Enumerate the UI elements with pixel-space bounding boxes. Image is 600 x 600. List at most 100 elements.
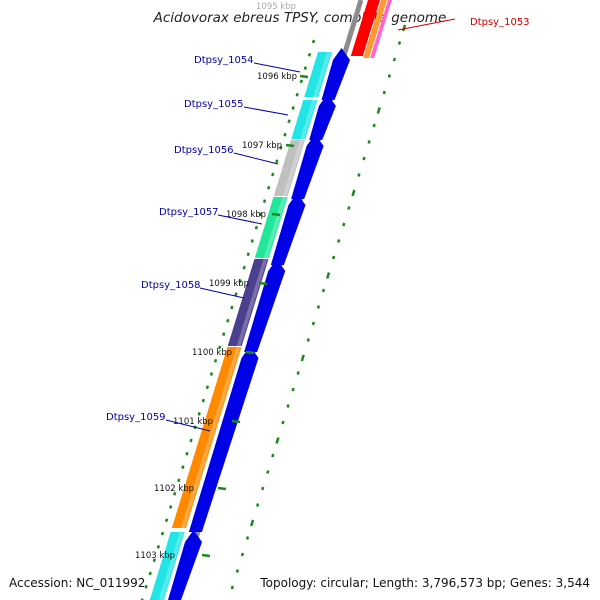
- cds-arrow: [188, 346, 259, 532]
- tick-mark: [217, 345, 222, 350]
- gene-dtpsy-1053: [350, 0, 392, 58]
- tick-mark: [303, 66, 308, 70]
- tick-mark: [281, 420, 285, 425]
- tick-mark: [173, 491, 177, 496]
- tick-mark: [325, 272, 331, 279]
- tick-mark: [351, 189, 356, 197]
- cds-arrow: [291, 134, 324, 199]
- kbp-tick: [201, 553, 211, 558]
- tick-mark: [205, 385, 210, 390]
- inner-tick-marks: [140, 39, 316, 600]
- gene-leader-line: [397, 18, 456, 31]
- gene-labels: Dtpsy_1053 Dtpsy_1054 Dtpsy_1055 Dtpsy_1056…: [106, 17, 530, 432]
- tick-mark: [254, 225, 259, 230]
- kbp-label: 1100 kbp: [192, 348, 232, 358]
- gene-label: Dtpsy_1056: [174, 145, 234, 156]
- tick-mark: [342, 222, 346, 227]
- cog-segment: [291, 100, 318, 139]
- tick-mark: [222, 332, 226, 336]
- tick-mark: [240, 552, 245, 557]
- gene-leader-line: [217, 214, 263, 225]
- tick-mark: [226, 318, 230, 323]
- tick-mark: [234, 292, 238, 297]
- tick-mark: [362, 156, 366, 161]
- tick-mark: [331, 255, 336, 260]
- tick-mark: [291, 106, 295, 110]
- kbp-label: 1103 kbp: [135, 551, 175, 561]
- kbp-label: 1099 kbp: [209, 279, 249, 289]
- cog-segment-highlight: [300, 100, 317, 139]
- kbp-tick: [217, 486, 227, 491]
- cog-segment: [171, 347, 242, 528]
- tick-mark: [275, 159, 279, 164]
- cog-segment-highlight: [263, 197, 287, 258]
- tick-mark: [261, 486, 265, 491]
- cog-segment-highlight: [282, 140, 304, 196]
- gene-leader-line: [253, 62, 301, 73]
- tick-mark: [316, 305, 321, 309]
- tick-mark: [250, 239, 254, 243]
- tick-mark: [266, 185, 271, 190]
- kbp-label: 1095 kbp: [256, 2, 296, 12]
- tick-mark: [255, 503, 260, 507]
- cds-arrow: [270, 193, 306, 265]
- gene-label: Dtpsy_1055: [184, 99, 244, 110]
- kbp-tick: [271, 212, 281, 217]
- gene-label: Dtpsy_1057: [159, 207, 219, 218]
- tick-mark: [295, 92, 299, 97]
- tick-mark: [271, 453, 275, 458]
- tick-mark: [177, 478, 181, 483]
- tick-mark: [296, 371, 300, 375]
- tick-mark: [144, 584, 148, 589]
- gene-leader-line: [243, 106, 289, 116]
- gene-label: Dtpsy_1058: [141, 280, 201, 291]
- gene-label: Dtpsy_1053: [470, 17, 530, 28]
- tick-mark: [311, 321, 316, 326]
- tick-mark: [347, 206, 351, 210]
- tick-mark: [197, 412, 201, 416]
- tick-mark: [271, 172, 275, 177]
- tick-mark: [181, 465, 185, 469]
- tick-mark: [152, 558, 156, 563]
- cog-segment: [227, 259, 269, 346]
- cog-segment: [254, 197, 288, 258]
- cds-arrow: [167, 530, 203, 600]
- tick-mark: [213, 358, 218, 363]
- cog-segment: [304, 52, 332, 97]
- gene-1053-segment: [350, 0, 380, 56]
- tick-mark: [367, 140, 371, 144]
- tick-mark: [209, 372, 214, 376]
- kbp-label: 1097 kbp: [242, 141, 282, 151]
- tick-mark: [382, 90, 386, 95]
- tick-mark: [249, 519, 255, 527]
- gene-leader-line: [233, 152, 279, 165]
- cog-segment-highlight: [180, 347, 241, 528]
- tick-mark: [148, 571, 152, 576]
- tick-mark: [230, 305, 234, 310]
- kbp-tick: [258, 281, 268, 286]
- kbp-tick: [299, 74, 309, 79]
- tick-mark: [245, 536, 250, 540]
- gene-leader-line: [165, 419, 211, 432]
- tick-mark: [337, 239, 341, 243]
- cog-segment: [149, 532, 185, 600]
- gene-label: Dtpsy_1059: [106, 412, 166, 423]
- cog-segment-highlight: [158, 532, 184, 600]
- tick-mark: [266, 470, 270, 474]
- tick-mark: [283, 132, 287, 137]
- tick-mark: [357, 173, 361, 177]
- tick-mark: [279, 146, 283, 150]
- summary-text: Topology: circular; Length: 3,796,573 bp…: [260, 576, 590, 590]
- tick-mark: [235, 569, 240, 573]
- tick-mark: [262, 199, 267, 203]
- gene-label: Dtpsy_1054: [194, 55, 254, 66]
- gene-leader-line: [199, 287, 245, 299]
- tick-mark: [258, 212, 263, 217]
- cog-segment-highlight: [313, 52, 331, 97]
- tick-mark: [307, 52, 312, 57]
- tick-mark: [230, 585, 234, 590]
- kbp-labels: 1095 kbp 1096 kbp 1097 kbp 1098 kbp 1099 kbp…: [135, 2, 309, 561]
- cog-track: [149, 52, 332, 600]
